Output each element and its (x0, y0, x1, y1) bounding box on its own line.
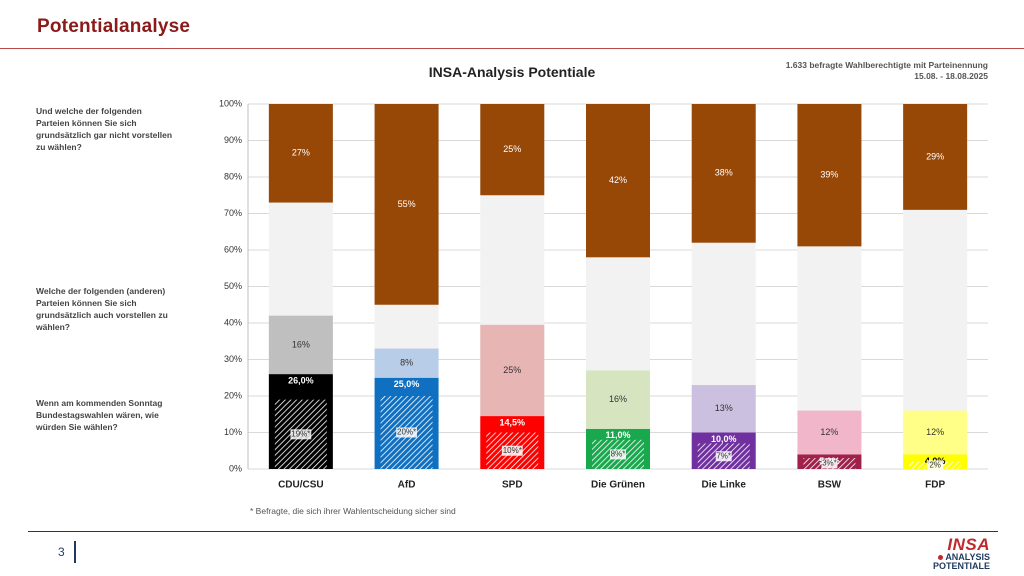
y-tick-label: 30% (224, 354, 242, 364)
y-tick-label: 0% (229, 463, 242, 473)
chart-title: INSA-Analysis Potentiale (0, 64, 1024, 80)
label-potential: 25% (503, 365, 521, 375)
label-potential: 13% (715, 403, 733, 413)
bar-never (691, 104, 756, 243)
label-potential: 16% (292, 339, 310, 349)
label-sure-box (610, 449, 626, 460)
bar-never (586, 104, 650, 258)
survey-period: 15.08. - 18.08.2025 (914, 71, 988, 81)
question-vote: Wenn am kommenden Sonntag Bundestagswahl… (36, 398, 163, 432)
survey-meta: 1.633 befragte Wahlberechtigte mit Parte… (786, 60, 988, 82)
bar-potential (374, 348, 439, 378)
label-potential: 12% (926, 427, 944, 437)
x-tick-label: AfD (398, 480, 416, 491)
bar-potential (586, 370, 650, 429)
label-sure: 7%* (716, 451, 731, 460)
logo-dot-icon (938, 555, 944, 561)
label-never: 39% (820, 170, 838, 180)
label-sure: 19%* (291, 429, 310, 438)
question-potential: Welche der folgenden (anderen) Parteien … (36, 286, 168, 332)
label-never: 25% (503, 144, 521, 154)
y-tick-label: 90% (224, 135, 242, 145)
label-potential: 12% (820, 427, 838, 437)
label-vote: 10,0% (711, 434, 737, 444)
y-tick-label: 70% (224, 208, 242, 218)
bar-potential (903, 410, 968, 455)
label-potential: 8% (400, 358, 413, 368)
stacked-bar-chart: 0% 10% 20% 30% 40% 50% 60% 70% 80% 90% 100% 27% 16%… (219, 98, 988, 491)
label-sure-box (290, 429, 312, 440)
y-tick-label: 60% (224, 244, 242, 254)
x-tick-label: BSW (818, 480, 842, 491)
y-tick-label: 20% (224, 390, 242, 400)
label-vote: 25,0% (394, 379, 420, 389)
question-never: Und welche der folgenden Parteien können… (36, 106, 173, 152)
label-vote: 11,0% (605, 430, 630, 440)
footer-divider (28, 531, 998, 532)
label-vote: 14,5% (500, 417, 526, 427)
bar-potential (691, 385, 756, 433)
x-tick-label: Die Grünen (591, 480, 645, 491)
footnote: * Befragte, die sich ihrer Wahlentscheid… (250, 506, 456, 516)
logo-potentiale: POTENTIALE (932, 561, 990, 571)
page-title: Potentialanalyse (37, 16, 191, 37)
label-sure: 2% (929, 460, 941, 469)
chart-title-text: INSA-Analysis Potentiale (428, 64, 596, 80)
label-potential: 16% (609, 394, 627, 404)
label-never: 29% (926, 151, 944, 161)
label-sure-box (396, 427, 417, 438)
label-never: 27% (292, 148, 310, 158)
page-number: 3 (58, 545, 65, 559)
label-never: 42% (609, 175, 627, 185)
y-tick-label: 80% (224, 171, 242, 181)
title-divider (0, 48, 1024, 49)
label-sure: 8%* (611, 450, 626, 459)
insa-logo: INSA ANALYSIS POTENTIALE (932, 535, 990, 571)
label-never: 38% (715, 168, 733, 178)
x-tick-label: CDU/CSU (278, 480, 324, 491)
logo-analysis: ANALYSIS (945, 552, 990, 562)
label-sure: 3%* (822, 459, 837, 468)
y-tick-label: 10% (224, 427, 242, 437)
y-tick-label: 50% (224, 281, 242, 291)
survey-sample: 1.633 befragte Wahlberechtigte mit Parte… (785, 60, 988, 70)
label-never: 55% (398, 199, 416, 209)
bar-never (268, 104, 333, 203)
label-sure-box (715, 451, 732, 462)
label-sure: 20%* (397, 428, 416, 437)
bar-potential (797, 410, 862, 455)
x-tick-label: SPD (502, 480, 523, 491)
bar-potential (268, 315, 333, 375)
label-sure: 10%* (503, 446, 522, 455)
bar-potential (480, 324, 545, 417)
label-sure-box (501, 445, 523, 456)
label-sure-box (927, 460, 944, 471)
label-vote: 26,0% (288, 375, 314, 385)
bar-never (374, 104, 439, 305)
y-tick-label: 100% (219, 98, 242, 108)
bar-never (480, 104, 545, 196)
bar-never (903, 104, 968, 210)
bar-never (797, 104, 862, 247)
x-tick-label: FDP (925, 480, 945, 491)
x-tick-label: Die Linke (701, 480, 746, 491)
logo-wordmark: INSA (947, 535, 990, 554)
page-number-bar (74, 541, 76, 563)
label-sure-box (821, 458, 838, 469)
y-tick-label: 40% (224, 317, 242, 327)
